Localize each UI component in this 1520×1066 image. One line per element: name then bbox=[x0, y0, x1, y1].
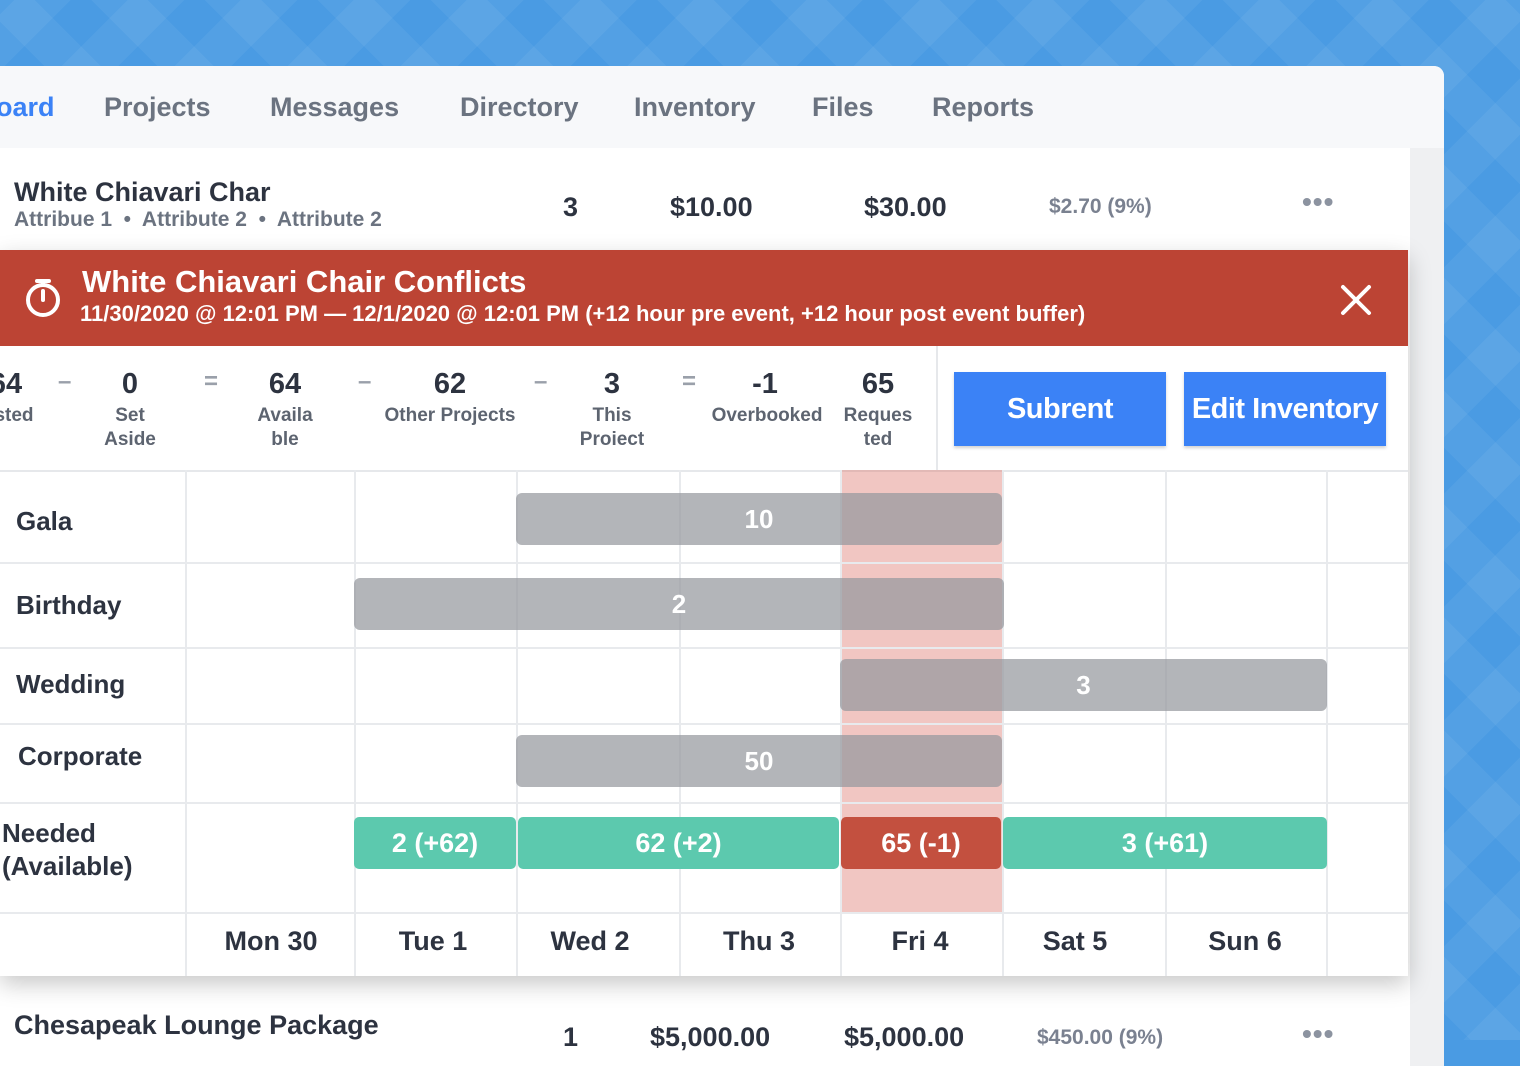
more-options-icon[interactable]: ••• bbox=[1302, 1018, 1335, 1049]
nav-reports[interactable]: Reports bbox=[932, 92, 1035, 122]
row-label-gala: Gala bbox=[16, 506, 73, 536]
requested-label: Reques ted bbox=[843, 405, 913, 450]
nav-inventory[interactable]: Inventory bbox=[634, 92, 756, 122]
item-attributes: Attribue 1 • Attribute 2 • Attribute 2 bbox=[14, 208, 382, 231]
grid-line bbox=[0, 647, 1408, 649]
overbooked-label: Overbooked bbox=[711, 405, 823, 426]
available-count: 64 bbox=[268, 368, 302, 400]
stopwatch-icon bbox=[26, 279, 60, 317]
conflict-date-range: 11/30/2020 @ 12:01 PM — 12/1/2020 @ 12:0… bbox=[80, 301, 1086, 326]
top-navigation: oard Projects Messages Directory Invento… bbox=[0, 66, 1444, 150]
needed-cell: 62 (+2) bbox=[518, 817, 839, 869]
day-label: Tue 1 bbox=[398, 926, 468, 956]
item-total: $5,000.00 bbox=[844, 1022, 965, 1052]
item-tax: $2.70 (9%) bbox=[1049, 195, 1152, 218]
subrent-button[interactable]: Subrent bbox=[954, 372, 1166, 446]
grid-line bbox=[0, 802, 1408, 804]
available-label: Availa ble bbox=[257, 405, 313, 450]
edit-inventory-button[interactable]: Edit Inventory bbox=[1184, 372, 1386, 446]
minus-operator: – bbox=[58, 368, 72, 395]
other-projects-count: 62 bbox=[433, 368, 467, 400]
day-label: Fri 4 bbox=[891, 926, 949, 956]
owned-count: 64 bbox=[0, 368, 23, 400]
item-price: $5,000.00 bbox=[650, 1022, 771, 1052]
item-price: $10.00 bbox=[670, 192, 753, 222]
booking-bar-corporate[interactable]: 50 bbox=[516, 735, 1002, 787]
booking-bar-gala[interactable]: 10 bbox=[516, 493, 1002, 545]
set-aside-label: Set Aside bbox=[104, 405, 156, 450]
nav-projects[interactable]: Projects bbox=[104, 92, 211, 122]
this-project-count: 3 bbox=[603, 368, 621, 400]
close-icon[interactable] bbox=[1336, 280, 1376, 320]
nav-dashboard[interactable]: oard bbox=[0, 92, 55, 122]
needed-cell: 3 (+61) bbox=[1003, 817, 1327, 869]
item-quantity: 1 bbox=[563, 1022, 579, 1052]
needed-cell-overbooked: 65 (-1) bbox=[841, 817, 1001, 869]
row-label-birthday: Birthday bbox=[16, 590, 122, 620]
item-total: $30.00 bbox=[864, 192, 947, 222]
day-label: Wed 2 bbox=[550, 926, 630, 956]
overbooked-count: -1 bbox=[752, 368, 778, 400]
item-name: White Chiavari Char bbox=[14, 177, 271, 207]
scrollbar-track[interactable] bbox=[1410, 148, 1444, 1066]
needed-cell: 2 (+62) bbox=[354, 817, 516, 869]
requested-count: 65 bbox=[861, 368, 895, 400]
other-projects-label: Other Projects bbox=[384, 405, 516, 426]
row-label-needed: Needed bbox=[2, 818, 96, 848]
equals-operator: = bbox=[682, 368, 697, 395]
conflict-panel: White Chiavari Chair Conflicts 11/30/202… bbox=[0, 250, 1408, 976]
nav-files[interactable]: Files bbox=[812, 92, 874, 122]
row-label-wedding: Wedding bbox=[16, 669, 126, 699]
more-options-icon[interactable]: ••• bbox=[1302, 186, 1335, 217]
nav-messages[interactable]: Messages bbox=[270, 92, 400, 122]
grid-line bbox=[0, 912, 1408, 914]
minus-operator: – bbox=[358, 368, 372, 395]
item-name: Chesapeak Lounge Package bbox=[14, 1010, 379, 1040]
divider bbox=[936, 346, 938, 470]
conflict-title: White Chiavari Chair Conflicts bbox=[82, 264, 527, 299]
schedule-grid: Gala Birthday Wedding Corporate Needed (… bbox=[0, 470, 1408, 976]
row-label-corporate: Corporate bbox=[18, 741, 143, 771]
booking-bar-wedding[interactable]: 3 bbox=[840, 659, 1327, 711]
day-label: Sat 5 bbox=[1042, 926, 1108, 956]
item-tax: $450.00 (9%) bbox=[1037, 1026, 1164, 1049]
day-label: Mon 30 bbox=[224, 926, 318, 956]
equals-operator: = bbox=[204, 368, 219, 395]
row-label-available: (Available) bbox=[2, 851, 133, 881]
nav-directory[interactable]: Directory bbox=[460, 92, 579, 122]
booking-bar-birthday[interactable]: 2 bbox=[354, 578, 1004, 630]
table-row[interactable]: Chesapeak Lounge Package 1 $5,000.00 $5,… bbox=[0, 976, 1410, 1052]
day-label: Sun 6 bbox=[1208, 926, 1282, 956]
grid-line bbox=[0, 562, 1408, 564]
conflict-banner: White Chiavari Chair Conflicts 11/30/202… bbox=[0, 250, 1408, 346]
grid-line bbox=[0, 723, 1408, 725]
table-row[interactable]: White Chiavari Char Attribue 1 • Attribu… bbox=[0, 148, 1410, 250]
this-project-label: This Proiect bbox=[579, 405, 645, 450]
set-aside-count: 0 bbox=[121, 368, 139, 400]
minus-operator: – bbox=[534, 368, 548, 395]
item-quantity: 3 bbox=[563, 192, 579, 222]
day-label: Thu 3 bbox=[723, 926, 795, 956]
